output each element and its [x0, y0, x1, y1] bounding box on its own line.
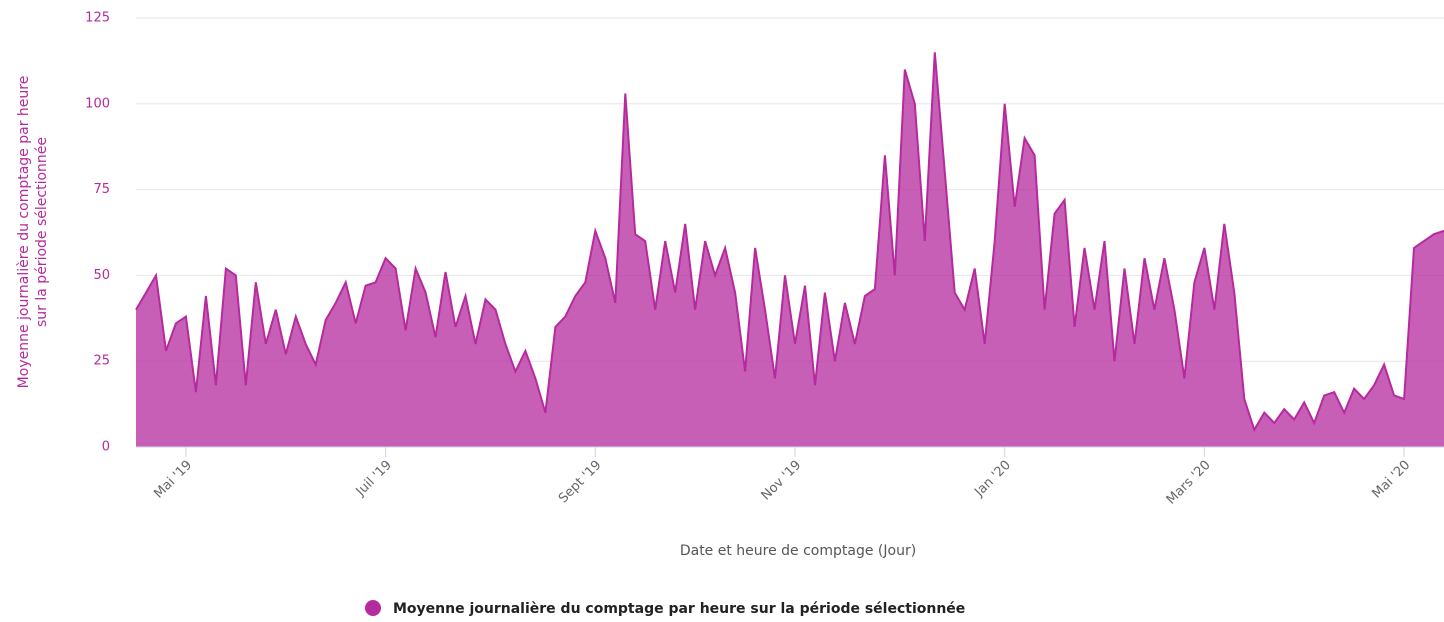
y-tick-label: 50 — [93, 268, 110, 283]
x-tick-label: Jan '20 — [971, 458, 1014, 501]
x-tick-label: Mai '20 — [1369, 458, 1413, 502]
x-tick-label: Nov '19 — [759, 458, 805, 504]
legend-label[interactable]: Moyenne journalière du comptage par heur… — [393, 601, 965, 617]
x-tick-label: Sept '19 — [556, 458, 605, 507]
y-tick-label: 125 — [85, 11, 110, 26]
y-axis-title-line: sur la période sélectionnée — [34, 137, 50, 327]
legend-symbol[interactable] — [365, 600, 381, 616]
y-tick-label: 75 — [93, 182, 110, 197]
y-axis-title: Moyenne journalière du comptage par heur… — [16, 76, 50, 389]
area — [136, 52, 1444, 448]
x-tick-label: Mars '20 — [1164, 458, 1214, 508]
y-tick-label: 0 — [102, 440, 110, 455]
plot: 0 25 50 75 100 125 Mai '19 Juil '19 Sept '19 Nov … — [85, 11, 1444, 508]
y-axis-title-line: Moyenne journalière du comptage par heur… — [16, 76, 32, 389]
x-tick-label: Juil '19 — [353, 458, 395, 500]
y-tick-label: 25 — [93, 354, 110, 369]
y-tick-label: 100 — [85, 96, 110, 111]
x-tick-label: Mai '19 — [151, 458, 195, 502]
x-axis-title: Date et heure de comptage (Jour) — [680, 543, 916, 559]
area-line — [135, 52, 1444, 433]
